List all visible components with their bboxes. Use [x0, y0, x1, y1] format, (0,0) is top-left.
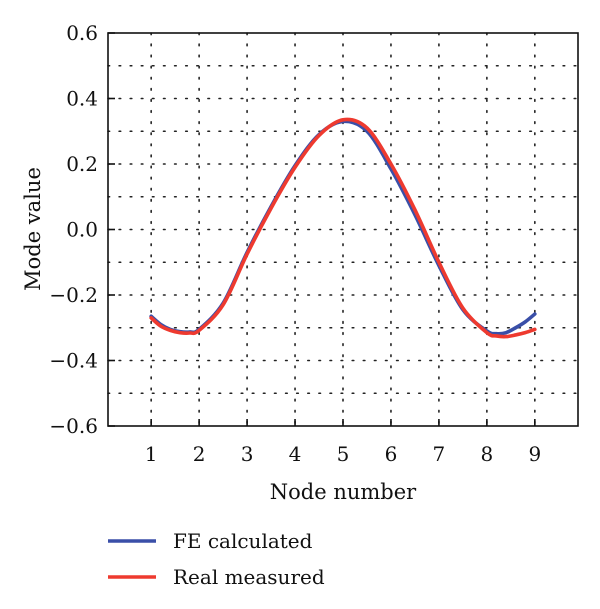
x-tick-label: 6	[385, 442, 398, 466]
legend-label: FE calculated	[173, 529, 313, 553]
y-ticks: −0.6 −0.4 −0.2 0.0 0.2 0.4 0.6	[49, 21, 115, 438]
y-tick-label: 0.0	[66, 218, 98, 242]
series-line-fe-calculated	[149, 119, 537, 336]
y-tick-label: −0.2	[49, 283, 98, 307]
x-tick-label: 7	[433, 442, 446, 466]
grid	[107, 32, 579, 427]
legend-label: Real measured	[173, 565, 325, 589]
y-tick-label: −0.6	[49, 414, 98, 438]
x-axis-label: Node number	[270, 480, 417, 504]
series-line-real-measured	[149, 117, 537, 339]
y-tick-label: 0.6	[66, 21, 98, 45]
x-tick-label: 2	[193, 442, 206, 466]
y-tick-label: 0.4	[66, 87, 98, 111]
y-tick-label: 0.2	[66, 152, 98, 176]
x-tick-label: 3	[241, 442, 254, 466]
y-tick-label: −0.4	[49, 349, 98, 373]
series-lines	[149, 117, 537, 339]
x-tick-label: 4	[289, 442, 302, 466]
x-tick-label: 5	[337, 442, 350, 466]
x-tick-label: 9	[528, 442, 541, 466]
x-tick-label: 8	[481, 442, 494, 466]
x-tick-label: 1	[145, 442, 158, 466]
legend: FE calculated Real measured	[108, 529, 325, 589]
y-axis-label: Mode value	[21, 167, 45, 291]
x-ticks: 1 2 3 4 5 6 7 8 9	[145, 419, 541, 466]
